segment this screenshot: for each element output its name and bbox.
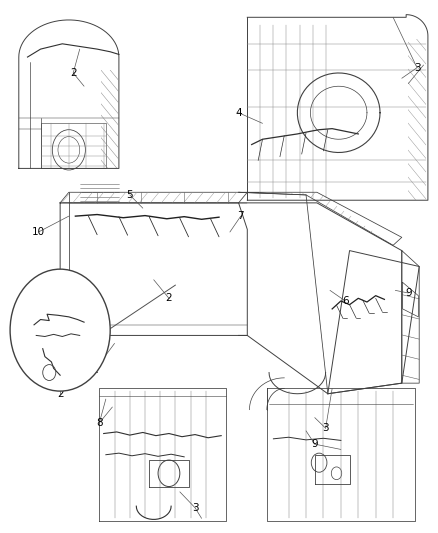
Text: 7: 7 [237,211,244,221]
Text: 1: 1 [92,365,98,375]
Text: 9: 9 [405,288,412,298]
Text: 2: 2 [166,293,172,303]
Text: 3: 3 [322,423,329,433]
Text: 5: 5 [127,190,133,200]
Text: 3: 3 [414,63,420,72]
Text: 3: 3 [192,503,198,513]
Text: 2: 2 [57,389,64,399]
Text: 10: 10 [32,227,45,237]
Text: 2: 2 [70,68,77,78]
Circle shape [10,269,110,391]
Text: 9: 9 [311,439,318,449]
Text: 6: 6 [342,296,349,306]
Text: 4: 4 [235,108,242,118]
Text: 8: 8 [96,418,102,428]
